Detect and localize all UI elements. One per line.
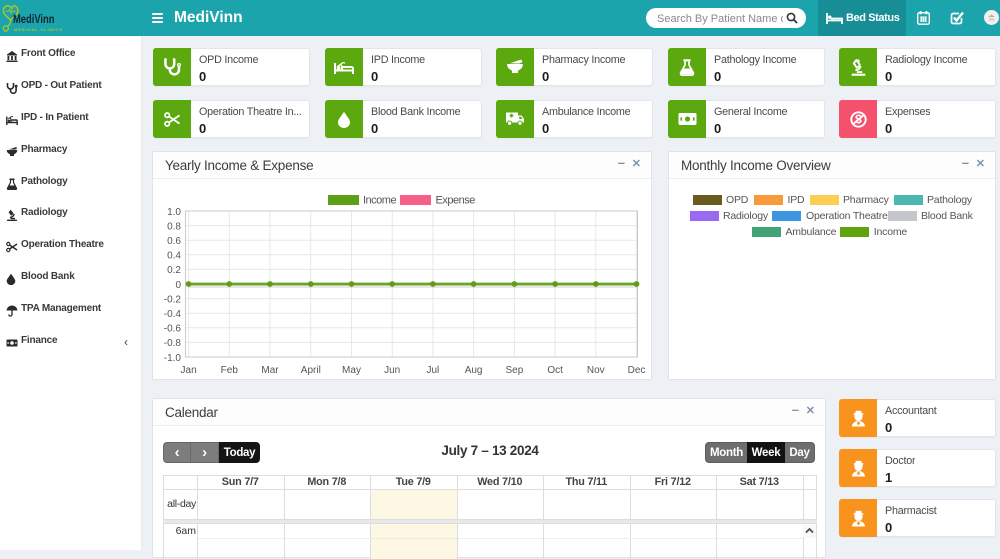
- svg-text:-0.8: -0.8: [164, 338, 182, 349]
- svg-text:Income: Income: [363, 195, 396, 207]
- svg-text:Dec: Dec: [628, 365, 646, 376]
- svg-text:Mar: Mar: [261, 365, 279, 376]
- svg-text:0.4: 0.4: [167, 251, 181, 262]
- svg-text:Jan: Jan: [181, 365, 197, 376]
- svg-text:Aug: Aug: [465, 365, 483, 376]
- svg-text:Jul: Jul: [427, 365, 440, 376]
- svg-text:0.2: 0.2: [167, 265, 181, 276]
- svg-text:-0.4: -0.4: [164, 309, 182, 320]
- svg-text:-0.2: -0.2: [164, 294, 182, 305]
- svg-text:1.0: 1.0: [167, 207, 181, 218]
- svg-text:May: May: [342, 365, 361, 376]
- svg-text:0: 0: [175, 280, 181, 291]
- svg-text:0.6: 0.6: [167, 236, 181, 247]
- svg-text:Oct: Oct: [547, 365, 563, 376]
- svg-text:-1.0: -1.0: [164, 353, 182, 364]
- svg-text:-0.6: -0.6: [164, 324, 182, 335]
- svg-text:April: April: [301, 365, 321, 376]
- svg-text:Nov: Nov: [587, 365, 605, 376]
- svg-text:Expense: Expense: [436, 195, 476, 207]
- svg-text:Feb: Feb: [221, 365, 239, 376]
- svg-text:Jun: Jun: [384, 365, 400, 376]
- svg-text:0.8: 0.8: [167, 221, 181, 232]
- svg-text:Sep: Sep: [506, 365, 524, 376]
